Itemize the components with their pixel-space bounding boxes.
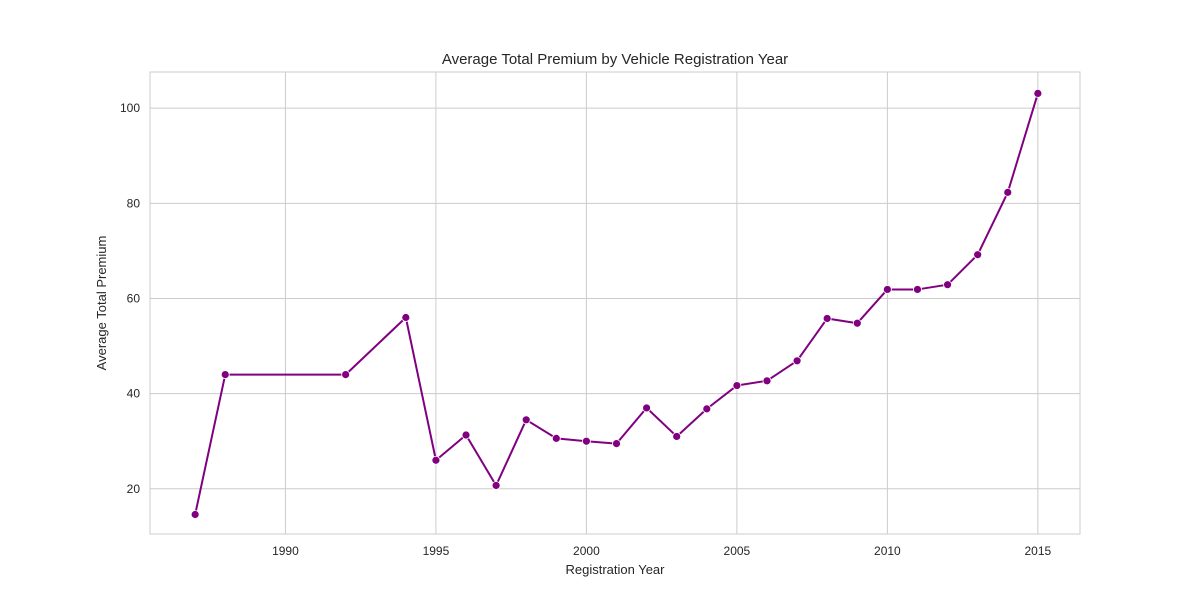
data-point: [792, 356, 802, 366]
y-tick-label: 40: [127, 387, 141, 401]
y-axis-label: Average Total Premium: [94, 236, 109, 371]
data-point: [551, 433, 561, 443]
data-point: [732, 381, 742, 390]
data-point: [582, 436, 591, 446]
data-point: [341, 370, 351, 380]
x-tick-label: 2005: [724, 544, 751, 558]
data-point: [431, 455, 441, 465]
data-point: [220, 370, 230, 380]
x-tick-label: 2010: [874, 544, 901, 558]
x-axis-label: Registration Year: [565, 562, 665, 577]
data-point: [1033, 89, 1043, 98]
y-tick-label: 60: [127, 291, 141, 305]
data-point: [913, 285, 922, 294]
data-point: [702, 404, 712, 414]
data-point: [852, 318, 862, 328]
data-point: [943, 280, 952, 290]
x-tick-label: 2015: [1025, 544, 1052, 558]
data-point: [973, 250, 983, 260]
data-point: [882, 285, 892, 294]
x-tick-label: 2000: [573, 544, 600, 558]
series-line: [194, 93, 1039, 515]
y-tick-label: 20: [127, 482, 141, 496]
y-tick-label: 100: [120, 101, 140, 115]
x-tick-label: 1995: [423, 544, 450, 558]
y-tick-label: 80: [127, 196, 141, 210]
data-point: [401, 313, 411, 322]
plot-area-frame: [149, 71, 1081, 535]
data-point: [642, 403, 652, 413]
x-axis-ticks: 1990 1995 2000 2005 2010 2015: [272, 544, 1051, 558]
data-point: [491, 481, 501, 490]
data-point: [521, 415, 531, 425]
data-point: [762, 376, 772, 386]
data-point: [461, 430, 471, 440]
series-layer: [190, 89, 1043, 519]
data-point: [612, 439, 621, 448]
data-point: [190, 510, 200, 519]
data-point: [672, 432, 682, 441]
y-axis-ticks: 20 40 60 80 100: [120, 101, 140, 496]
data-point: [822, 314, 832, 323]
data-point: [1003, 187, 1013, 197]
chart-title: Average Total Premium by Vehicle Registr…: [442, 51, 788, 68]
grid: [150, 72, 1080, 534]
x-tick-label: 1990: [272, 544, 299, 558]
